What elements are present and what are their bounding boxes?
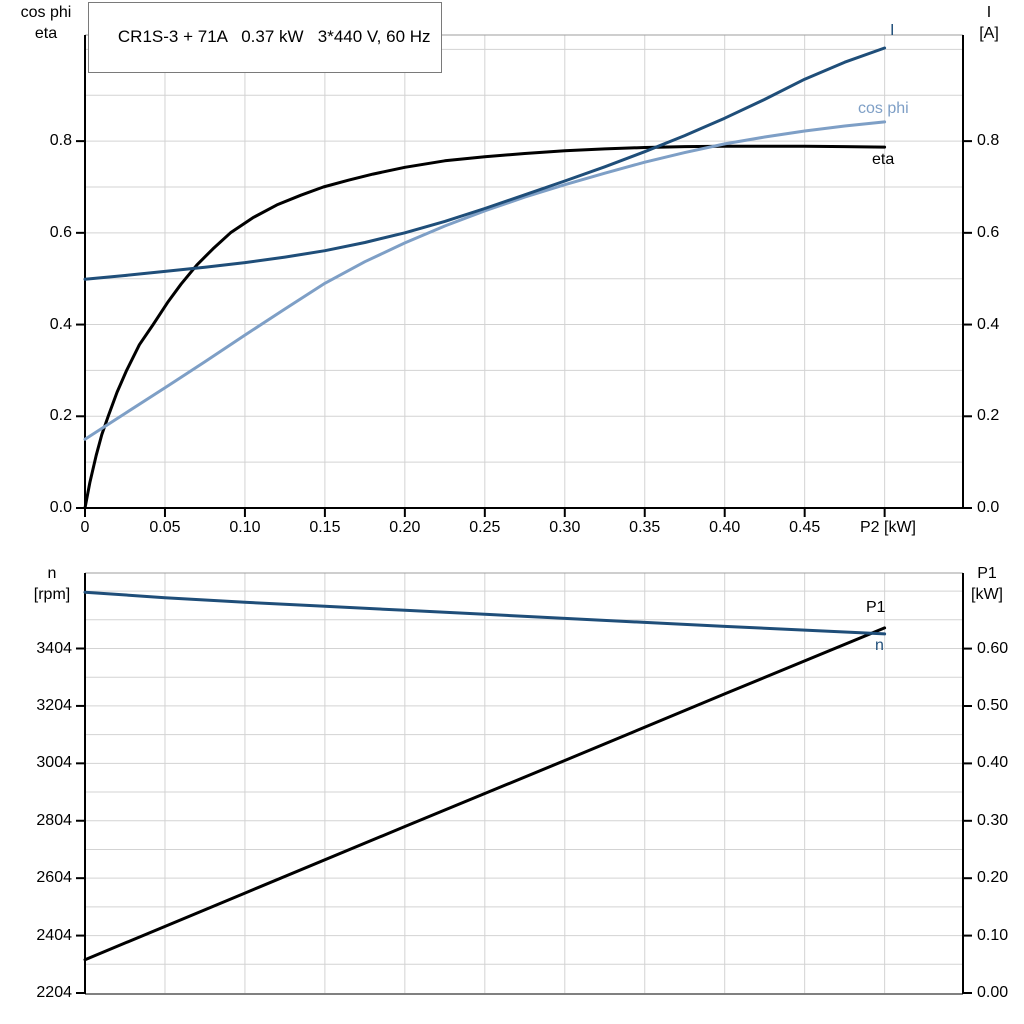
- x-axis-tick-label: 0.35: [629, 519, 661, 536]
- axis-title-line: [kW]: [971, 586, 1003, 603]
- y-left-tick-label: 0.6: [49, 223, 72, 241]
- y-left-tick-label: 2804: [36, 811, 72, 829]
- x-axis-tick-label: 0.15: [309, 519, 341, 536]
- x-axis-tick-label: 0.45: [789, 519, 821, 536]
- chart-title-box: CR1S-3 + 71A 0.37 kW 3*440 V, 60 Hz: [88, 2, 442, 73]
- y-right-tick-label: 0.2: [977, 407, 1000, 425]
- x-axis-tick-label: 0.25: [469, 519, 501, 536]
- series-curve-I: [83, 46, 887, 281]
- axis-title-line: [rpm]: [33, 586, 71, 603]
- x-axis-tick-label: 0.05: [149, 519, 181, 536]
- axis-title-line: I: [986, 4, 992, 21]
- series-curve-P1: [83, 626, 887, 962]
- chart-title: CR1S-3 + 71A 0.37 kW 3*440 V, 60 Hz: [117, 27, 431, 46]
- x-axis-tick-label: 0.30: [549, 519, 581, 536]
- series-label-n: n: [875, 637, 884, 654]
- y-right-tick-label: 0.40: [977, 754, 1009, 772]
- series-curve-eta: [83, 144, 887, 510]
- x-axis-title: P2 [kW]: [859, 519, 917, 536]
- axis-title-line: P1: [977, 565, 997, 582]
- y-right-tick-label: 0.10: [977, 926, 1009, 944]
- bottom-chart-left-axis-title: n [rpm]: [12, 563, 92, 605]
- y-left-tick-label: 3204: [36, 696, 72, 714]
- axis-title-line: [A]: [979, 25, 999, 42]
- series-label-I: I: [890, 22, 895, 39]
- x-axis-tick-label: 0.20: [389, 519, 421, 536]
- y-right-tick-label: 0.0: [977, 499, 1000, 516]
- y-left-tick-label: 0.0: [49, 499, 72, 516]
- y-left-tick-label: 0.4: [49, 315, 72, 333]
- x-axis-tick-label: 0.10: [229, 519, 261, 536]
- y-left-tick-label: 3404: [36, 639, 72, 657]
- y-right-tick-label: 0.4: [977, 315, 1000, 333]
- y-left-tick-label: 0.8: [49, 132, 72, 150]
- x-axis-tick-label: 0.40: [709, 519, 741, 536]
- series-curve-n: [83, 590, 887, 636]
- y-left-tick-label: 2404: [36, 926, 72, 944]
- y-left-tick-label: 3004: [36, 754, 72, 772]
- series-label-cos-phi: cos phi: [858, 100, 909, 117]
- series-label-P1: P1: [866, 599, 886, 616]
- y-right-tick-label: 0.20: [977, 869, 1009, 887]
- axis-title-line: cos phi: [20, 4, 72, 21]
- series-curve-cos-phi: [83, 120, 887, 441]
- axis-title-line: n: [47, 565, 57, 582]
- y-right-tick-label: 0.6: [977, 223, 1000, 241]
- y-right-tick-label: 0.60: [977, 639, 1009, 657]
- axis-title-line: eta: [34, 25, 58, 42]
- y-right-tick-label: 0.50: [977, 696, 1009, 714]
- top-chart-right-axis-title: I [A]: [956, 2, 1022, 44]
- y-right-tick-label: 0.8: [977, 132, 1000, 150]
- series-label-eta: eta: [872, 151, 895, 168]
- x-axis-tick-label: 0: [80, 519, 90, 536]
- y-left-tick-label: 0.2: [49, 407, 72, 425]
- top-chart-left-axis-title: cos phi eta: [3, 2, 89, 44]
- y-right-tick-label: 0.30: [977, 811, 1009, 829]
- bottom-chart-right-axis-title: P1 [kW]: [950, 563, 1024, 605]
- y-left-tick-label: 2204: [36, 984, 72, 1001]
- y-left-tick-label: 2604: [36, 869, 72, 887]
- y-right-tick-label: 0.00: [977, 984, 1009, 1001]
